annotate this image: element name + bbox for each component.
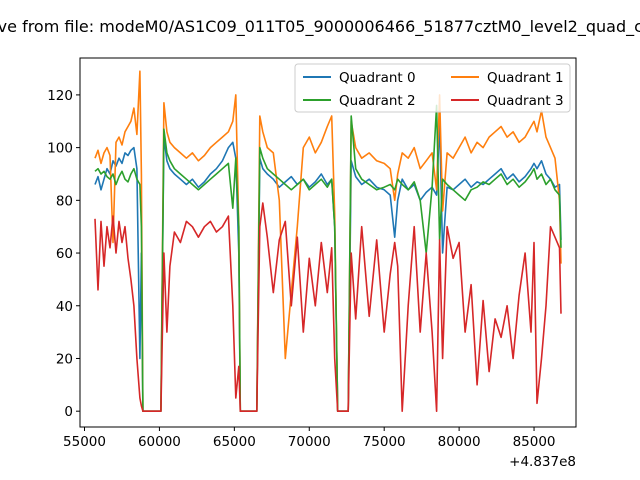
x-tick-label: 75000 bbox=[363, 434, 406, 450]
y-tick-label: 40 bbox=[56, 299, 73, 315]
axes-frame bbox=[79, 57, 577, 428]
y-tick-label: 120 bbox=[47, 88, 73, 104]
y-tick-label: 60 bbox=[56, 246, 73, 262]
chart-title: Lightcurve from file: modeM0/AS1C09_011T… bbox=[0, 17, 640, 37]
series-line-quadrant-3 bbox=[94, 202, 562, 413]
x-axis: 55000 60000 65000 70000 75000 80000 85000 bbox=[63, 427, 556, 450]
x-tick-label: 85000 bbox=[513, 434, 556, 450]
y-tick-label: 20 bbox=[56, 351, 73, 367]
y-axis: 0 20 40 60 80 100 120 bbox=[47, 88, 80, 420]
x-offset-label: +4.837e8 bbox=[509, 454, 576, 470]
x-tick-label: 60000 bbox=[138, 434, 181, 450]
x-tick-label: 80000 bbox=[438, 434, 481, 450]
legend-label-quadrant-0: Quadrant 0 bbox=[339, 70, 416, 86]
legend-label-quadrant-3: Quadrant 3 bbox=[487, 93, 564, 109]
plot-area: 55000 60000 65000 70000 75000 80000 85000 0 20 4… bbox=[47, 57, 577, 450]
series-layer bbox=[94, 70, 562, 413]
legend-box bbox=[294, 63, 571, 113]
x-tick-label: 55000 bbox=[63, 434, 106, 450]
y-tick-label: 0 bbox=[64, 404, 73, 420]
legend-label-quadrant-2: Quadrant 2 bbox=[339, 93, 416, 109]
y-tick-label: 100 bbox=[47, 141, 73, 157]
y-tick-label: 80 bbox=[56, 193, 73, 209]
x-tick-label: 70000 bbox=[288, 434, 331, 450]
x-tick-label: 65000 bbox=[213, 434, 256, 450]
axes-background bbox=[80, 58, 576, 427]
legend-label-quadrant-1: Quadrant 1 bbox=[487, 70, 564, 86]
legend: Quadrant 0 Quadrant 1 Quadrant 2 Quadrant 3 bbox=[294, 63, 571, 113]
